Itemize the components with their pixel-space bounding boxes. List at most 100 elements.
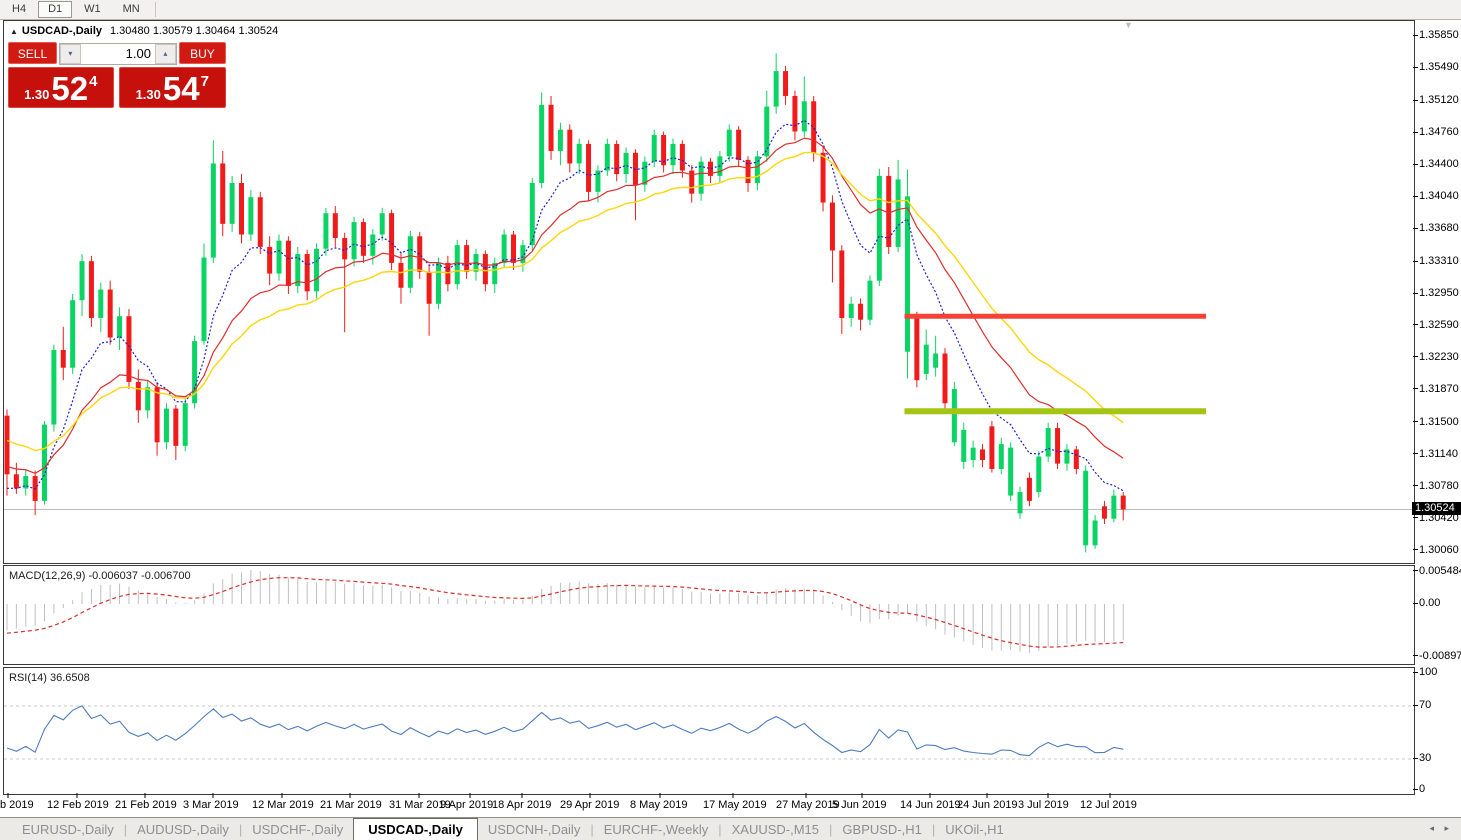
- volume-input[interactable]: 1.00: [125, 46, 151, 61]
- candle: [229, 182, 235, 224]
- chart-tab-audusd[interactable]: AUDUSD-,Daily: [137, 821, 229, 837]
- price-axis-label: 1.32590: [1419, 318, 1459, 331]
- candle: [13, 474, 19, 489]
- candle: [989, 426, 995, 469]
- chart-tab-usdchf[interactable]: USDCHF-,Daily: [252, 821, 344, 837]
- chart-shift-marker-icon[interactable]: ▼: [1124, 20, 1133, 30]
- timeframe-button-w1[interactable]: W1: [84, 3, 101, 15]
- date-axis-label: 12 Mar 2019: [252, 799, 314, 811]
- timeframe-button-h4[interactable]: H4: [12, 3, 27, 15]
- macd-canvas[interactable]: [4, 566, 1412, 662]
- candle: [1120, 495, 1126, 510]
- date-axis-label: 12 Feb 2019: [47, 799, 109, 811]
- candle: [1026, 477, 1032, 501]
- rsi-tick: [1413, 671, 1418, 673]
- chart-tab-gbpusd[interactable]: GBPUSD-,H1: [842, 821, 922, 837]
- rsi-indicator-panel[interactable]: [3, 667, 1415, 795]
- candle: [951, 389, 957, 443]
- price-tick: [1413, 260, 1418, 262]
- price-tick: [1413, 549, 1418, 551]
- collapse-icon[interactable]: ▲: [10, 27, 18, 36]
- rsi-canvas[interactable]: [4, 668, 1412, 792]
- sell-price-pip: 4: [89, 73, 98, 90]
- chart-tab-ukoil[interactable]: UKOil-,H1: [945, 821, 1004, 837]
- candle: [389, 213, 395, 263]
- macd-axis-label: 0.005484: [1419, 564, 1461, 577]
- price-axis-label: 1.34760: [1419, 126, 1459, 139]
- candle: [933, 353, 939, 368]
- price-tick: [1413, 324, 1418, 326]
- candlestick-canvas[interactable]: [4, 21, 1412, 561]
- candle: [314, 248, 320, 292]
- candle: [867, 280, 873, 320]
- chart-tab-usdcad[interactable]: USDCAD-,Daily: [353, 818, 478, 840]
- volume-decrease-icon[interactable]: ▾: [59, 44, 81, 64]
- candle: [70, 300, 76, 368]
- macd-axis-label: -0.008973: [1419, 649, 1461, 662]
- timeframe-toolbar: H4 D1 W1 MN: [0, 0, 1461, 20]
- candle: [482, 254, 488, 285]
- date-axis-label: 8 May 2019: [630, 799, 688, 811]
- candle: [670, 143, 676, 166]
- sell-price-main: 52: [51, 70, 89, 107]
- candle: [398, 262, 404, 288]
- price-tick: [1413, 66, 1418, 68]
- main-price-chart[interactable]: [3, 20, 1415, 564]
- chart-tab-xauusd[interactable]: XAUUSD-,M15: [731, 821, 820, 837]
- candle: [576, 143, 582, 164]
- volume-increase-icon[interactable]: ▴: [154, 44, 176, 64]
- buy-button[interactable]: BUY: [178, 42, 226, 64]
- macd-indicator-panel[interactable]: [3, 565, 1415, 665]
- chart-title: ▲ USDCAD-,Daily 1.30480 1.30579 1.30464 1.…: [10, 25, 278, 37]
- timeframe-button-d1[interactable]: D1: [38, 1, 73, 18]
- rsi-tick: [1413, 704, 1418, 706]
- candle: [276, 240, 282, 274]
- buy-price-display[interactable]: 1.30 54 7: [118, 67, 226, 108]
- price-tick: [1413, 195, 1418, 197]
- candle: [792, 95, 798, 132]
- tab-separator: |: [238, 822, 243, 837]
- candle: [708, 161, 713, 176]
- chart-tab-eurusd[interactable]: EURUSD-,Daily: [22, 821, 114, 837]
- candle: [783, 71, 789, 96]
- price-tick: [1413, 356, 1418, 358]
- rsi-axis-label: 100: [1419, 666, 1438, 678]
- tab-scroll-arrows-icon[interactable]: ◂ ▸: [1429, 823, 1453, 833]
- candle: [417, 236, 423, 272]
- sell-button[interactable]: SELL: [8, 42, 57, 64]
- candle: [698, 161, 704, 194]
- candle: [679, 143, 685, 171]
- price-axis-label: 1.32950: [1419, 287, 1459, 299]
- candle: [107, 289, 113, 338]
- candle: [295, 254, 301, 287]
- timeframe-button-mn[interactable]: MN: [122, 3, 140, 15]
- candle: [801, 101, 807, 132]
- price-axis-label: 1.31500: [1419, 415, 1459, 428]
- macd-label: MACD(12,26,9) -0.006037 -0.006700: [9, 570, 191, 582]
- current-price-tag: 1.30524: [1412, 501, 1461, 515]
- price-tick: [1413, 517, 1418, 519]
- price-axis-label: 1.34040: [1419, 190, 1459, 203]
- ohlc-values: 1.30480 1.30579 1.30464 1.30524: [110, 25, 279, 37]
- sell-price-display[interactable]: 1.30 52 4: [8, 67, 114, 108]
- candle: [248, 197, 254, 235]
- candle: [23, 476, 29, 489]
- candle: [4, 415, 10, 475]
- candle: [820, 152, 826, 203]
- price-tick: [1413, 421, 1418, 423]
- sell-price-prefix: 1.30: [24, 87, 50, 102]
- one-click-trade-panel: SELL ▾ 1.00 ▴ BUY 1.30 52 4 1.30 54 7: [8, 42, 226, 108]
- candle: [736, 129, 742, 160]
- candle: [182, 403, 188, 446]
- chart-tab-eurchf[interactable]: EURCHF-,Weekly: [603, 821, 709, 837]
- candle: [942, 353, 948, 404]
- chart-tab-usdcnh[interactable]: USDCNH-,Daily: [487, 821, 581, 837]
- date-axis-label: 27 May 2019: [776, 799, 840, 811]
- date-axis-label: 29 Apr 2019: [560, 799, 620, 811]
- candle: [351, 222, 357, 260]
- candle: [304, 254, 310, 292]
- candle: [520, 245, 526, 263]
- candle: [464, 245, 470, 272]
- candle: [895, 179, 901, 247]
- price-axis-label: 1.32230: [1419, 350, 1459, 363]
